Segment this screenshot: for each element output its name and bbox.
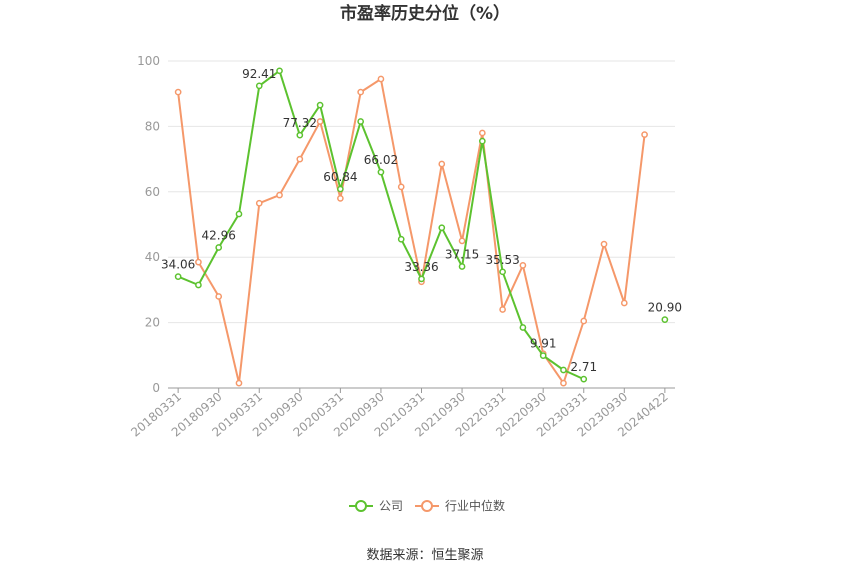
industry-data-point: [276, 191, 283, 199]
company-data-point: [478, 137, 486, 145]
industry-data-point: [580, 317, 588, 325]
industry-data-point: [357, 88, 365, 96]
company-data-point: [539, 352, 547, 359]
company-data-label: 33.36: [404, 260, 438, 274]
company-data-point: [357, 118, 365, 125]
legend-item-company[interactable]: 公司: [349, 499, 403, 513]
industry-data-point: [499, 306, 506, 313]
industry-data-point: [397, 183, 405, 191]
company-data-point: [499, 268, 506, 276]
legend-company-marker-icon: [355, 500, 367, 512]
company-data-point: [560, 366, 567, 374]
x-axis: 2018033120180930201903312019093020200331…: [128, 387, 675, 440]
industry-data-point: [519, 262, 527, 269]
y-tick-label: 20: [145, 316, 160, 330]
industry-data-point: [438, 160, 446, 168]
industry-data-point: [641, 131, 648, 138]
company-series-line: [178, 71, 665, 379]
company-data-point: [337, 185, 344, 193]
company-data-point: [418, 275, 425, 283]
data-labels: 34.06 42.96 92.41 77.32 60.84 66.02 33.36 37.15…: [161, 67, 682, 374]
company-data-point: [519, 324, 527, 331]
company-data-label: 66.02: [364, 153, 398, 167]
company-data-label: 37.15: [445, 248, 479, 262]
y-axis-ticks: 0 20 40 60 80 100: [137, 54, 160, 395]
industry-data-point: [316, 118, 324, 125]
legend-industry-marker-icon: [421, 500, 433, 512]
data-source: 数据来源：恒生聚源: [366, 548, 483, 563]
company-data-point: [255, 82, 263, 90]
company-data-point: [397, 235, 405, 243]
industry-data-point: [235, 379, 243, 387]
company-data-point: [458, 263, 466, 270]
company-data-point: [215, 244, 223, 251]
y-tick-label: 100: [137, 54, 160, 68]
company-data-label: 9.91: [530, 337, 557, 351]
company-data-label: 2.71: [570, 360, 597, 374]
company-data-label: 42.96: [202, 229, 236, 243]
industry-data-point: [174, 88, 182, 96]
company-data-point: [377, 168, 385, 176]
company-data-label: 34.06: [161, 258, 195, 272]
industry-data-point: [377, 75, 385, 83]
company-data-point: [174, 273, 182, 280]
series-lines: [174, 67, 669, 387]
industry-data-point: [458, 237, 466, 245]
industry-data-point: [296, 155, 304, 163]
y-tick-label: 40: [145, 250, 160, 264]
legend[interactable]: 公司 行业中位数: [349, 498, 505, 513]
industry-data-point: [620, 299, 628, 307]
company-data-point: [438, 224, 446, 232]
company-data-point: [316, 101, 324, 109]
industry-series-line: [177, 78, 646, 385]
industry-data-point: [600, 240, 608, 248]
legend-industry-label: 行业中位数: [445, 498, 505, 513]
company-data-label: 92.41: [242, 67, 276, 81]
y-tick-label: 60: [145, 185, 160, 199]
company-data-label: 35.53: [485, 253, 519, 267]
industry-data-point: [195, 258, 202, 266]
industry-data-point: [560, 379, 567, 387]
company-data-label: 20.90: [648, 301, 682, 315]
y-tick-label: 0: [152, 381, 160, 395]
company-data-point: [661, 316, 669, 324]
company-data-label: 60.84: [323, 170, 357, 184]
company-data-point: [235, 210, 243, 218]
legend-company-label: 公司: [379, 499, 403, 513]
industry-data-point: [215, 293, 223, 300]
company-data-label: 77.32: [283, 116, 317, 130]
industry-data-point: [337, 194, 344, 202]
company-data-point: [276, 67, 283, 75]
legend-item-industry[interactable]: 行业中位数: [415, 498, 505, 513]
company-data-point: [580, 375, 588, 383]
industry-data-point: [255, 199, 263, 207]
chart-title: 市盈率历史分位（%）: [340, 3, 510, 24]
company-data-point: [195, 281, 202, 289]
industry-data-point: [478, 129, 486, 137]
y-tick-label: 80: [145, 119, 160, 133]
company-data-point: [296, 131, 304, 139]
